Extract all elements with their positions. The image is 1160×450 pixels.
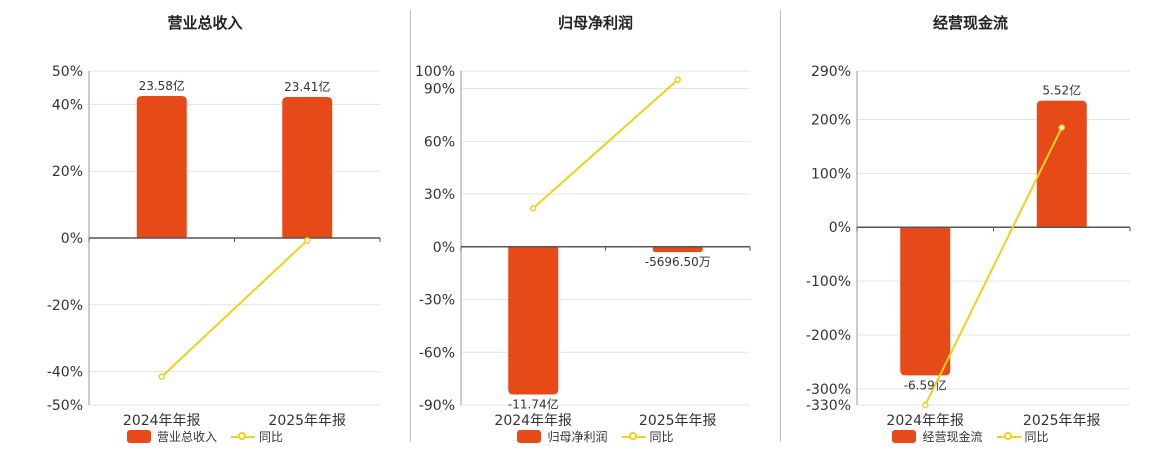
x-tick-label: 2024年年报 xyxy=(886,413,964,429)
legend-line-swatch xyxy=(621,430,646,443)
legend-bar-swatch xyxy=(126,430,151,443)
bar-value-label: -11.74亿 xyxy=(508,396,559,411)
legend-bar-swatch xyxy=(892,430,917,443)
y-tick-label: 90% xyxy=(424,82,455,98)
x-tick-label: 2024年年报 xyxy=(494,413,572,429)
y-tick-label: 0% xyxy=(61,231,83,247)
bar-value-label: -6.59亿 xyxy=(904,377,947,392)
y-tick-label: 60% xyxy=(424,134,455,150)
y-tick-label: -30% xyxy=(419,293,455,309)
yoy-point xyxy=(922,401,929,409)
y-tick-label: -40% xyxy=(47,365,83,381)
yoy-point xyxy=(674,76,681,84)
chart-title: 营业总收入 xyxy=(167,14,243,32)
y-tick-label: 0% xyxy=(433,240,455,256)
bar-value-label: 23.41亿 xyxy=(284,79,330,94)
x-tick-label: 2024年年报 xyxy=(123,413,201,429)
bar xyxy=(508,246,559,395)
chart-panel-revenue: 营业总收入 50% 40% 20% 0% -20% -40% -50% 23.58亿 23.41… xyxy=(0,0,410,450)
legend-bar-swatch xyxy=(517,430,542,443)
yoy-point xyxy=(304,237,311,244)
chart-panel-cash-flow: 经营现金流 290% 200% 100% 0% -100% -200% -300% -330%… xyxy=(781,0,1160,450)
y-tick-label: 100% xyxy=(415,64,455,80)
bar-value-label: 23.58亿 xyxy=(139,78,185,93)
chart-cash-flow: 290% 200% 100% 0% -100% -200% -300%-330% -6.59亿… xyxy=(806,64,1131,429)
panel-divider xyxy=(410,10,411,442)
y-tick-label: 200% xyxy=(811,112,851,128)
legend-line-label: 同比 xyxy=(649,430,674,444)
y-tick-label: 30% xyxy=(424,187,455,203)
y-tick-label: -50% xyxy=(47,398,83,414)
y-tick-label: 0% xyxy=(829,220,851,236)
y-tick-label: 40% xyxy=(52,97,83,113)
bar xyxy=(900,227,951,376)
x-tick-label: 2025年年报 xyxy=(268,413,346,429)
bar-value-label: -5696.50万 xyxy=(645,255,711,269)
y-tick-label: -300% xyxy=(806,382,851,398)
y-tick-label: 290% xyxy=(811,64,851,80)
bar xyxy=(282,97,333,238)
chart-panel-net-profit: 归母净利润 100% 90% 60% 30% 0% -30% -60% -90% -11.74亿… xyxy=(411,0,780,450)
chart-title: 归母净利润 xyxy=(557,14,633,32)
legend: 经营现金流 同比 xyxy=(781,428,1160,445)
y-tick-label: -90% xyxy=(419,398,455,414)
y-tick-label: -20% xyxy=(47,298,83,314)
y-tick-label: 100% xyxy=(811,166,851,182)
y-tick-label: -100% xyxy=(806,274,851,290)
yoy-point xyxy=(158,373,165,380)
y-tick-label: -60% xyxy=(419,345,455,361)
legend: 营业总收入 同比 xyxy=(0,428,410,445)
chart-net-profit: 100% 90% 60% 30% 0% -30% -60% -90% -11.74亿 -5696.… xyxy=(415,64,751,429)
panel-divider xyxy=(780,10,781,442)
yoy-point xyxy=(530,204,537,212)
bar xyxy=(136,96,187,238)
legend: 归母净利润 同比 xyxy=(411,428,780,445)
legend-bar-label: 归母净利润 xyxy=(547,430,608,444)
yoy-line xyxy=(532,79,679,209)
x-tick-label: 2025年年报 xyxy=(1023,413,1101,429)
y-tick-label: 50% xyxy=(52,64,83,80)
legend-line-label: 同比 xyxy=(259,430,284,444)
y-tick-label: -200% xyxy=(806,328,851,344)
bar xyxy=(1036,100,1087,228)
legend-line-swatch xyxy=(996,430,1021,443)
yoy-line xyxy=(161,239,308,378)
x-tick-label: 2025年年报 xyxy=(639,413,717,429)
y-tick-label: 20% xyxy=(52,164,83,180)
legend-bar-label: 营业总收入 xyxy=(156,430,217,444)
chart-title: 经营现金流 xyxy=(932,14,1008,32)
bar-value-label: 5.52亿 xyxy=(1042,83,1081,98)
yoy-point xyxy=(1058,124,1065,131)
bar xyxy=(652,246,703,253)
y-tick-label: -330% xyxy=(806,398,851,414)
legend-line-label: 同比 xyxy=(1024,430,1049,444)
legend-line-swatch xyxy=(231,430,255,443)
legend-bar-label: 经营现金流 xyxy=(922,430,983,444)
chart-revenue: 50% 40% 20% 0% -20% -40% -50% 23.58亿 23.41亿 2024年… xyxy=(47,64,381,429)
yoy-line xyxy=(924,127,1063,406)
